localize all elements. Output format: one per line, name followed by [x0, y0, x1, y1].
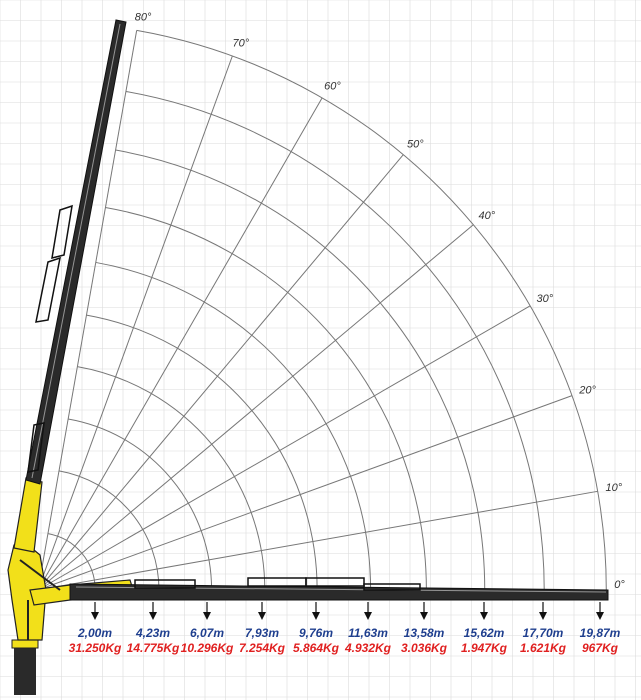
boom-0-section: [363, 583, 421, 591]
angle-ray: [37, 55, 233, 591]
reach-label: 2,00m: [77, 626, 112, 640]
reach-marker-arrow: [203, 612, 211, 620]
boom-80-section: [51, 204, 73, 260]
angle-label: 0°: [614, 579, 625, 591]
angle-ray: [37, 395, 573, 591]
reach-marker-arrow: [312, 612, 320, 620]
boom-80-section: [27, 422, 45, 473]
angle-label: 50°: [407, 138, 424, 150]
boom-80-section: [35, 256, 61, 323]
reach-marker-arrow: [539, 612, 547, 620]
angle-label: 10°: [605, 482, 622, 494]
crane-base-cap: [11, 639, 39, 649]
reach-label: 17,70m: [523, 626, 564, 640]
reach-label: 7,93m: [245, 626, 279, 640]
reach-marker-arrow: [149, 612, 157, 620]
load-label: 10.296Kg: [181, 641, 234, 655]
angle-label: 60°: [324, 80, 341, 92]
angle-rays: [37, 30, 607, 591]
load-label: 31.250Kg: [69, 641, 122, 655]
angle-labels: 0° 10° 20° 30° 40° 50° 60° 70° 80°: [135, 12, 626, 591]
boom-0-section: [247, 577, 307, 587]
load-label: 4.932Kg: [344, 641, 392, 655]
angle-ray: [37, 490, 598, 591]
reach-marker-arrow: [258, 612, 266, 620]
angle-label: 40°: [479, 210, 496, 222]
angle-label: 70°: [232, 38, 249, 50]
reach-label: 9,76m: [299, 626, 333, 640]
angle-ray: [37, 305, 531, 591]
angle-ray: [37, 154, 404, 591]
reach-marker-arrow: [420, 612, 428, 620]
load-label: 14.775Kg: [127, 641, 180, 655]
angle-ray: [37, 97, 323, 591]
angle-ray: [37, 30, 138, 591]
angle-label: 80°: [135, 12, 152, 24]
crane-base: [14, 645, 36, 695]
reach-marker-arrow: [596, 612, 604, 620]
reach-marker-arrow: [480, 612, 488, 620]
boom-0-section: [305, 577, 365, 587]
reach-label: 6,07m: [190, 626, 224, 640]
load-label: 1.621Kg: [520, 641, 567, 655]
angle-label: 20°: [578, 385, 596, 397]
load-label: 5.864Kg: [293, 641, 340, 655]
load-label: 967Kg: [582, 641, 619, 655]
reach-label: 4,23m: [135, 626, 170, 640]
load-label: 3.036Kg: [401, 641, 448, 655]
load-labels: 31.250Kg 14.775Kg 10.296Kg 7.254Kg 5.864Kg 4.…: [69, 641, 619, 655]
crane-cylinder: [19, 559, 61, 591]
reach-label: 13,58m: [404, 626, 445, 640]
load-label: 7.254Kg: [239, 641, 286, 655]
reach-label: 19,87m: [580, 626, 621, 640]
reach-markers: [91, 602, 604, 620]
angle-ray: [37, 224, 474, 591]
crane-illustration: [7, 19, 609, 695]
boom-80-highlight: [31, 23, 121, 479]
reach-labels: 2,00m 4,23m 6,07m 7,93m 9,76m 11,63m 13,58m 15,…: [77, 626, 621, 640]
reach-label: 11,63m: [348, 626, 388, 640]
load-label: 1.947Kg: [461, 641, 508, 655]
reach-label: 15,62m: [464, 626, 505, 640]
boom-0-section: [134, 579, 196, 589]
angle-label: 30°: [537, 293, 554, 305]
crane-inner-boom: [13, 477, 43, 553]
reach-marker-arrow: [91, 612, 99, 620]
reach-marker-arrow: [364, 612, 372, 620]
